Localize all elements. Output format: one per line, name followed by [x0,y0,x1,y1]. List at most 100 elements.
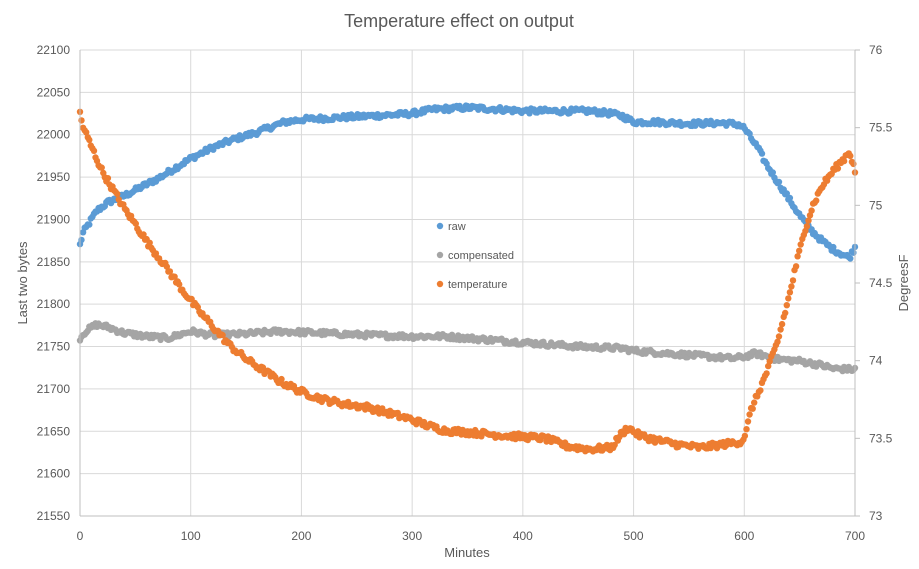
series-temperature [76,108,859,455]
data-point-raw [830,243,837,251]
y-tick-label: 21950 [37,170,71,184]
y-tick-label: 21800 [37,297,71,311]
y-tick-label: 21900 [37,212,71,226]
data-point-temperature [782,309,789,317]
data-point-temperature [775,333,783,340]
y-tick-label: 21700 [37,382,71,396]
data-point-temperature [278,375,285,383]
x-tick-label: 100 [181,529,201,543]
x-tick-label: 0 [77,529,84,543]
data-point-temperature [785,295,792,302]
y-tick-label: 21750 [37,340,71,354]
data-point-temperature [743,426,750,433]
tick-labels: 21550 21600 21650 21700 21750 21800 21850 21900… [37,43,893,543]
y2-tick-label: 73.5 [869,431,893,445]
data-point-temperature [83,129,90,136]
y-tick-label: 21550 [37,509,71,523]
data-point-temperature [796,247,803,254]
x-tick-label: 500 [624,529,644,543]
legend: raw compensated temperature [436,221,514,291]
data-point-raw [769,169,776,176]
data-point-temperature [744,418,752,425]
data-point-temperature [792,263,800,270]
data-point-temperature [90,147,98,154]
y2-tick-label: 74.5 [869,276,893,290]
legend-marker-raw [436,222,444,230]
data-point-temperature [746,411,753,418]
data-point-temperature [813,197,820,204]
x-tick-label: 200 [291,529,311,543]
data-point-temperature [163,263,170,270]
data-point-temperature [166,268,174,275]
data-point-temperature [777,326,784,333]
data-point-raw [850,249,857,256]
data-point-temperature [741,432,749,440]
data-point-temperature [783,302,790,309]
data-point-temperature [765,362,772,370]
data-point-temperature [786,289,794,296]
data-point-temperature [219,331,226,339]
y2-tick-label: 74 [869,354,883,368]
y2-tick-label: 75 [869,198,883,212]
data-point-temperature [757,387,764,394]
y-tick-label: 21650 [37,424,71,438]
data-point-temperature [803,223,811,230]
data-point-temperature [797,241,804,248]
y2-tick-label: 73 [869,509,883,523]
data-point-temperature [850,160,857,168]
series-compensated [76,320,859,375]
data-point-temperature [834,165,842,172]
data-point-raw [783,190,790,197]
legend-label-compensated: compensated [448,250,514,262]
legend-marker-compensated [436,251,444,259]
y-tick-label: 22100 [37,43,71,57]
data-point-temperature [808,207,815,214]
x-tick-label: 700 [845,529,865,543]
gridlines [80,49,855,517]
data-point-temperature [788,283,795,290]
x-tick-label: 600 [734,529,754,543]
y-axis-label: Last two bytes [15,241,30,325]
y-tick-label: 22000 [37,128,71,142]
data-point-temperature [176,281,183,288]
legend-label-raw: raw [448,221,466,233]
chart-title: Temperature effect on output [344,11,574,31]
data-point-raw [847,255,854,262]
data-point-temperature [751,399,758,406]
data-point-temperature [794,253,801,260]
data-point-temperature [78,117,85,124]
x-tick-label: 300 [402,529,422,543]
y2-axis-label: DegreesF [896,254,911,311]
data-point-temperature [847,152,854,160]
data-point-temperature [132,220,139,227]
y2-tick-label: 76 [869,43,883,57]
data-point-temperature [778,320,786,328]
y-tick-label: 21850 [37,255,71,269]
data-point-temperature [345,398,352,406]
axes [79,49,860,517]
data-point-temperature [104,175,112,182]
data-point-temperature [171,273,178,280]
data-point-temperature [805,217,812,224]
data-point-temperature [98,164,105,171]
data-point-raw [86,221,93,228]
data-point-temperature [146,239,153,246]
legend-marker-temperature [436,280,444,288]
data-point-temperature [114,190,121,198]
data-point-raw [78,236,85,244]
y-tick-label: 22050 [37,85,71,99]
y2-tick-label: 75.5 [869,121,893,135]
data-point-raw [786,194,794,202]
legend-label-temperature: temperature [448,279,507,291]
data-point-temperature [140,231,147,238]
data-point-raw [775,178,783,186]
data-point-temperature [616,433,623,441]
data-point-temperature [763,370,770,377]
data-point-temperature [478,433,485,440]
data-point-temperature [789,277,797,284]
series-raw [76,102,859,262]
data-point-temperature [86,136,93,144]
data-points [76,102,859,455]
data-point-temperature [766,358,773,365]
